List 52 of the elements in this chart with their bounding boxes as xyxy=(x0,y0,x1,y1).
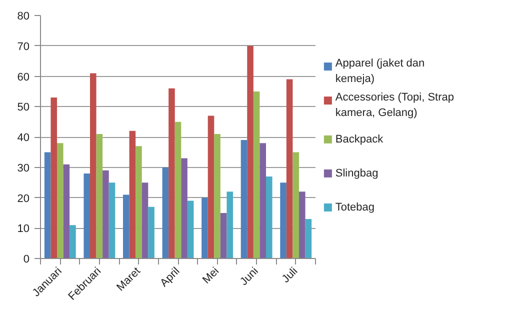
bar xyxy=(96,134,103,258)
bar xyxy=(44,152,51,258)
bar xyxy=(50,98,57,258)
bar xyxy=(226,192,233,258)
bar xyxy=(108,182,116,258)
bar xyxy=(148,206,154,258)
bar xyxy=(90,73,96,258)
bar xyxy=(57,143,64,258)
bar xyxy=(123,194,130,258)
bar xyxy=(292,152,299,258)
bar xyxy=(286,79,293,258)
bar xyxy=(168,88,175,258)
bar xyxy=(181,158,188,258)
bar xyxy=(280,182,286,258)
bar xyxy=(187,200,194,258)
bar xyxy=(305,219,312,258)
y-tick-label: 80 xyxy=(17,10,30,22)
bar xyxy=(266,176,272,258)
bar xyxy=(84,173,90,258)
legend-label: Slingbag xyxy=(335,167,378,180)
y-tick-label: 60 xyxy=(17,71,30,84)
legend-label: Accessories (Topi, Strap kamera, Gelang) xyxy=(335,92,454,120)
x-tick-label: Juni xyxy=(238,265,261,288)
y-tick-label: 10 xyxy=(17,223,30,236)
bar xyxy=(202,198,208,258)
bar xyxy=(208,116,214,258)
y-tick-label: 20 xyxy=(17,192,30,205)
bar xyxy=(142,182,148,258)
bar xyxy=(129,130,136,258)
legend-label: Apparel (jaket dan kemeja) xyxy=(335,58,425,86)
bar xyxy=(299,192,306,258)
bar xyxy=(253,91,260,258)
y-tick-label: 70 xyxy=(17,40,30,53)
bar xyxy=(240,140,248,258)
bar xyxy=(214,134,220,258)
y-tick-label: 30 xyxy=(17,162,30,174)
x-tick-label: Juli xyxy=(280,265,300,286)
y-tick-label: 0 xyxy=(23,254,30,266)
bar xyxy=(260,143,266,258)
bar xyxy=(220,212,227,258)
bar xyxy=(70,225,76,258)
legend-label: Totebag xyxy=(335,201,375,214)
legend-label: Backpack xyxy=(335,133,384,146)
bar xyxy=(102,170,109,258)
y-tick-label: 50 xyxy=(17,102,30,114)
bar xyxy=(63,164,70,258)
bar xyxy=(136,146,142,258)
bar xyxy=(174,122,182,258)
bar xyxy=(162,167,169,258)
x-tick-label: Mei xyxy=(200,265,222,286)
bar xyxy=(247,46,254,258)
y-tick-label: 40 xyxy=(17,132,30,144)
